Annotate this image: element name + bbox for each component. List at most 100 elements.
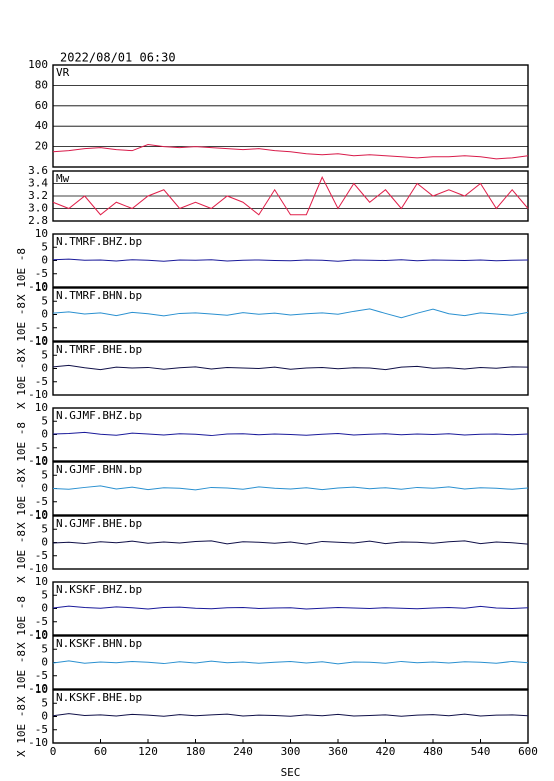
y-tick-label: 5 [41, 642, 48, 655]
data-line [52, 713, 529, 717]
x-tick-label: 240 [233, 745, 253, 758]
y-tick-label: 3.4 [28, 177, 48, 190]
panel-label: N.TMRF.BHN.bp [56, 289, 142, 302]
y-tick-label: 5 [41, 348, 48, 361]
panel-label: N.KSKF.BHE.bp [56, 691, 142, 704]
x-tick-label: 540 [471, 745, 491, 758]
x-tick-label: 180 [186, 745, 206, 758]
y-tick-label: -5 [35, 615, 48, 628]
y-tick-label: -10 [28, 736, 48, 749]
y-tick-label: 10 [35, 227, 48, 240]
panel-label: N.GJMF.BHZ.bp [56, 409, 142, 422]
y-tick-label: 80 [35, 78, 48, 91]
y-tick-label: -10 [28, 334, 48, 347]
y-axis-label: X 10E -8 [15, 356, 28, 409]
y-tick-label: 0 [41, 710, 48, 723]
x-axis-label: SEC [281, 766, 301, 779]
y-tick-label: 2.8 [28, 214, 48, 227]
y-tick-label: 5 [41, 414, 48, 427]
y-tick-label: 5 [41, 696, 48, 709]
y-axis-label: X 10E -8 [15, 248, 28, 301]
y-tick-label: 0 [41, 482, 48, 495]
y-axis-label: X 10E -8 [15, 596, 28, 649]
y-tick-label: -10 [28, 454, 48, 467]
y-tick-label: 40 [35, 119, 48, 132]
y-tick-label: 3.6 [28, 164, 48, 177]
y-tick-label: 0 [41, 362, 48, 375]
y-tick-label: -5 [35, 495, 48, 508]
y-tick-label: -10 [28, 628, 48, 641]
y-tick-label: 0 [41, 536, 48, 549]
y-tick-label: 20 [35, 140, 48, 153]
panel-label: N.TMRF.BHE.bp [56, 343, 142, 356]
y-tick-label: -5 [35, 375, 48, 388]
y-tick-label: 5 [41, 468, 48, 481]
panel-label: N.TMRF.BHZ.bp [56, 235, 142, 248]
chart-title: 2022/08/01 06:30 [60, 51, 176, 65]
x-tick-label: 300 [281, 745, 301, 758]
data-line [52, 660, 529, 665]
y-tick-label: 100 [28, 58, 48, 71]
y-tick-label: 10 [35, 683, 48, 696]
y-tick-label: 5 [41, 240, 48, 253]
y-tick-label: -10 [28, 280, 48, 293]
panel-label: N.GJMF.BHE.bp [56, 517, 142, 530]
y-tick-label: 0 [41, 428, 48, 441]
y-tick-label: 5 [41, 588, 48, 601]
y-tick-label: 0 [41, 656, 48, 669]
data-line [52, 485, 529, 491]
y-tick-label: 10 [35, 629, 48, 642]
panel-label: N.GJMF.BHN.bp [56, 463, 142, 476]
y-tick-label: 5 [41, 522, 48, 535]
y-tick-label: 10 [35, 509, 48, 522]
y-tick-label: 3.2 [28, 189, 48, 202]
y-tick-label: -10 [28, 508, 48, 521]
data-line [52, 431, 529, 437]
y-tick-label: 0 [41, 254, 48, 267]
x-tick-label: 600 [518, 745, 538, 758]
y-tick-label: -5 [35, 549, 48, 562]
x-tick-label: 420 [376, 745, 396, 758]
x-tick-label: 0 [50, 745, 57, 758]
panel-label: N.KSKF.BHZ.bp [56, 583, 142, 596]
data-line [52, 364, 529, 371]
y-tick-label: -5 [35, 669, 48, 682]
data-line [52, 605, 529, 610]
y-tick-label: -5 [35, 267, 48, 280]
y-tick-label: -10 [28, 562, 48, 575]
panel-label: VR [56, 66, 70, 79]
y-tick-label: -5 [35, 723, 48, 736]
y-tick-label: -5 [35, 321, 48, 334]
x-tick-label: 120 [138, 745, 158, 758]
y-tick-label: -10 [28, 682, 48, 695]
y-axis-label: X 10E -8 [15, 650, 28, 703]
panel-label: N.KSKF.BHN.bp [56, 637, 142, 650]
y-tick-label: 3.0 [28, 202, 48, 215]
y-tick-label: 60 [35, 99, 48, 112]
y-tick-label: 0 [41, 308, 48, 321]
y-tick-label: 10 [35, 575, 48, 588]
y-tick-label: 10 [35, 281, 48, 294]
y-axis-label: X 10E -8 [15, 530, 28, 583]
data-line [52, 144, 529, 160]
x-tick-label: 360 [328, 745, 348, 758]
y-tick-label: 10 [35, 455, 48, 468]
y-tick-label: 10 [35, 335, 48, 348]
y-tick-label: 5 [41, 294, 48, 307]
y-tick-label: 0 [41, 602, 48, 615]
y-tick-label: 10 [35, 401, 48, 414]
data-line [52, 540, 529, 545]
y-axis-label: X 10E -8 [15, 476, 28, 529]
data-line [52, 258, 529, 262]
y-axis-label: X 10E -8 [15, 422, 28, 475]
y-axis-label: X 10E -8 [15, 302, 28, 355]
x-tick-label: 480 [423, 745, 443, 758]
data-line [52, 308, 529, 319]
y-tick-label: -5 [35, 441, 48, 454]
data-line [52, 176, 529, 216]
panel-label: Mw [56, 172, 70, 185]
y-tick-label: -10 [28, 388, 48, 401]
x-tick-label: 60 [94, 745, 107, 758]
y-axis-label: X 10E -8 [15, 704, 28, 757]
